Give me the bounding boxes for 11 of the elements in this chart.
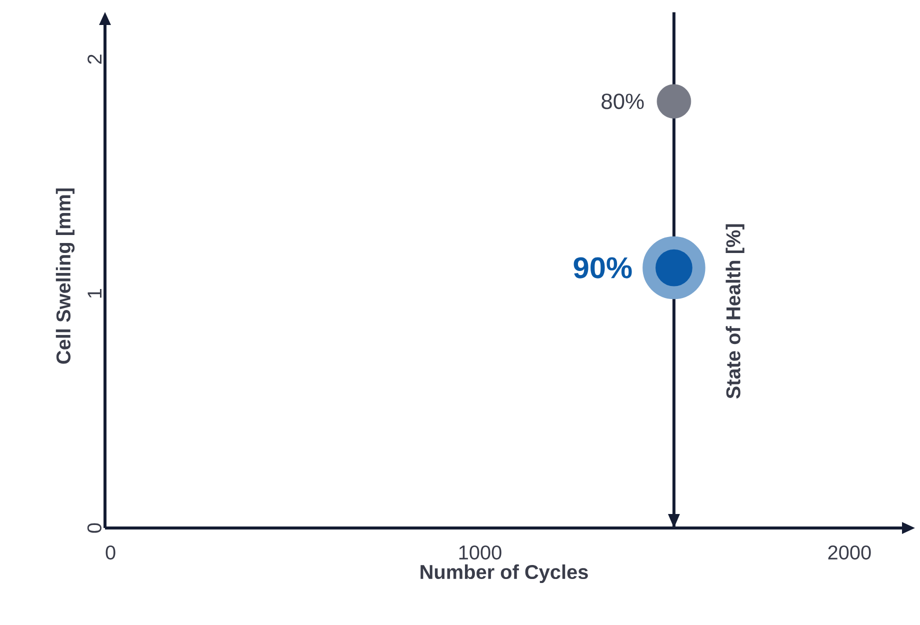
y-tick-label: 0 [87,523,102,533]
x-axis-title: Number of Cycles [420,564,588,583]
y-tick-label: 2 [88,54,102,64]
x-tick-label: 2000 [828,545,871,560]
y-tick-label: 1 [88,289,102,298]
ref-line-label: State of Health [%] [726,224,744,399]
annotation: 90% [574,257,632,278]
x-tick-label: 1000 [459,545,502,560]
x-tick-label: 0 [106,545,116,560]
y-axis-title: Cell Swelling [mm] [56,188,75,364]
annotation: 80% [602,94,644,110]
